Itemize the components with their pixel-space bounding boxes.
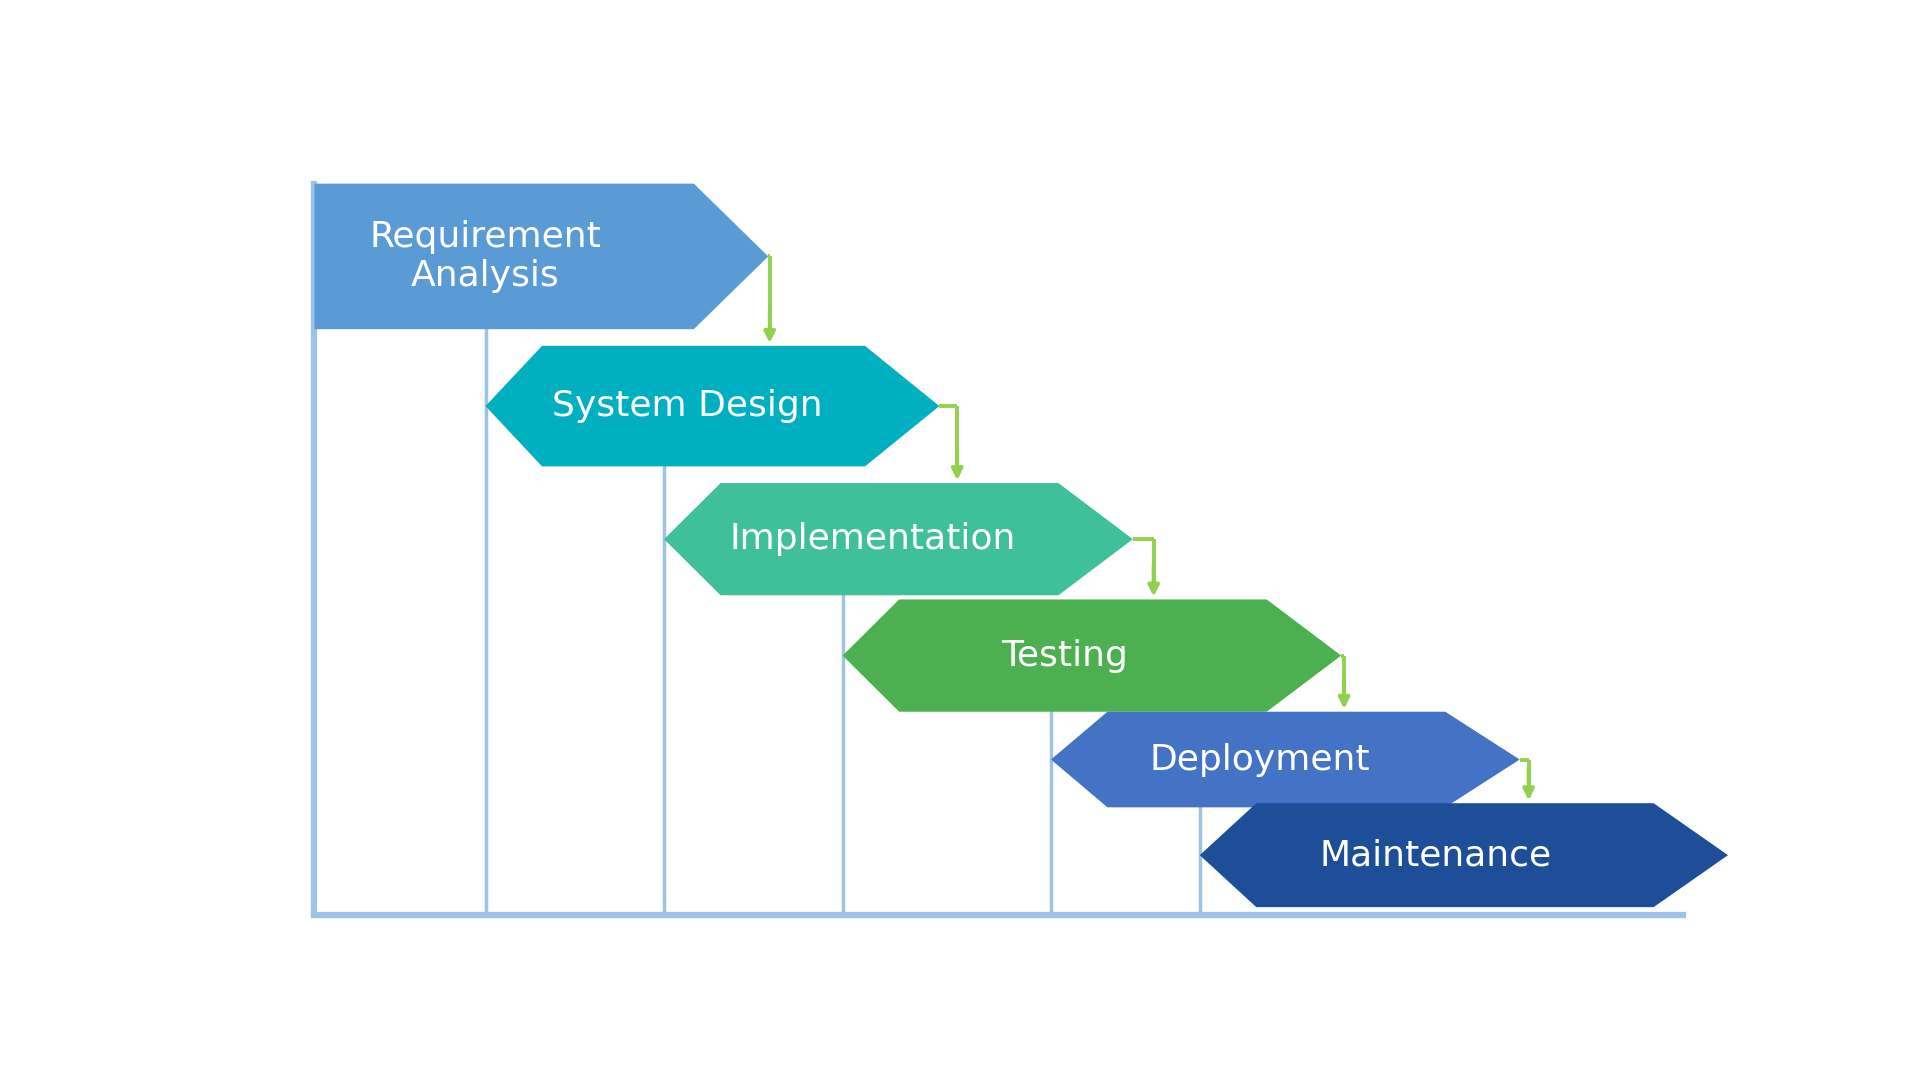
Text: Deployment: Deployment	[1150, 743, 1369, 777]
Text: Implementation: Implementation	[730, 522, 1016, 556]
Text: System Design: System Design	[553, 389, 822, 423]
Polygon shape	[315, 184, 768, 329]
Polygon shape	[664, 483, 1133, 595]
Polygon shape	[843, 599, 1340, 712]
Text: Maintenance: Maintenance	[1319, 838, 1551, 873]
Polygon shape	[486, 346, 939, 467]
Text: Requirement
Analysis: Requirement Analysis	[369, 219, 601, 293]
Text: Testing: Testing	[1000, 638, 1129, 673]
Polygon shape	[1200, 804, 1728, 907]
Polygon shape	[1050, 712, 1521, 808]
